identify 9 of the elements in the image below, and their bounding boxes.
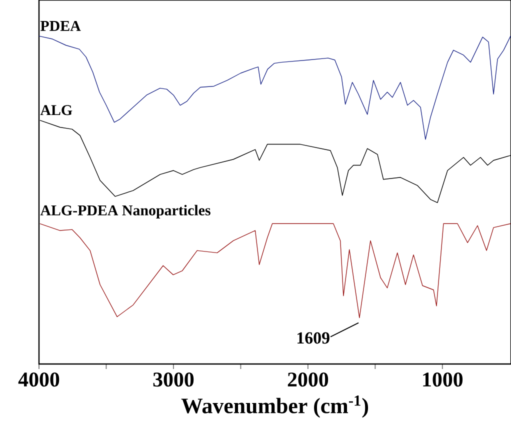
x-axis-title: Wavenumber (cm$^{-1}$) [181, 395, 368, 418]
x-tick-label: 2000 [288, 372, 328, 387]
x-tick-label: 4000 [18, 372, 60, 387]
series-label: PDEA [40, 20, 81, 31]
x-tick-label: 1000 [423, 372, 463, 387]
x-tick-label: 3000 [153, 372, 194, 387]
annotation: 1609 [298, 332, 330, 344]
series-label: ALG [40, 105, 72, 116]
series-label: ALG-PDEA Nanoparticles [40, 204, 210, 218]
